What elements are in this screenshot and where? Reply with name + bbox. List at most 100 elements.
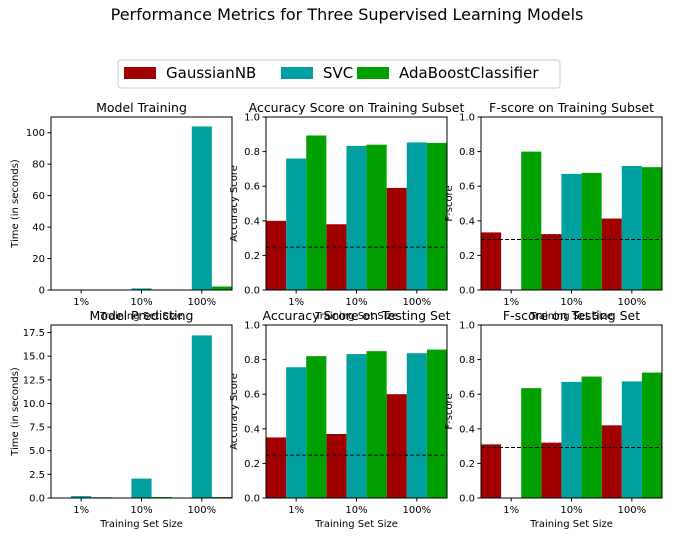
legend-swatch-adaboostclassifier (357, 67, 389, 79)
panel-f-score-on-training-subset: F-score on Training Subset 0.0 0.2 0.4 0.6 0.… (444, 100, 663, 322)
y-tick-label: 0.2 (459, 251, 475, 262)
x-tick-label: 10% (345, 505, 367, 516)
x-axis-label: Training Set Size (529, 519, 613, 530)
y-tick-label: 17.5 (23, 328, 45, 339)
panel-title: Model Training (96, 100, 187, 115)
y-tick-label: 80 (32, 160, 45, 171)
y-tick-label: 1.0 (459, 113, 475, 124)
bar-svc-100 (406, 353, 427, 498)
bar-adaboostclassifier-10 (366, 351, 387, 498)
y-axis-label: Accuracy Score (229, 373, 240, 450)
bar-adaboostclassifier-100 (426, 142, 447, 290)
y-tick-label: 7.5 (29, 423, 45, 434)
x-axis-label: Training Set Size (99, 311, 183, 322)
y-tick-label: 0.8 (459, 147, 475, 158)
bar-adaboostclassifier-1 (306, 356, 327, 498)
x-tick-label: 100% (188, 505, 217, 516)
y-tick-label: 0 (39, 286, 45, 297)
bar-svc-10 (346, 354, 367, 498)
bar-svc-10 (561, 381, 582, 498)
y-axis-label: Time (in seconds) (10, 367, 21, 457)
x-tick-label: 10% (345, 297, 367, 308)
y-tick-label: 5.0 (29, 446, 45, 457)
y-tick-label: 2.5 (29, 470, 45, 481)
x-tick-label: 1% (288, 505, 304, 516)
x-tick-label: 1% (503, 297, 519, 308)
y-tick-label: 0.0 (29, 494, 45, 505)
x-tick-label: 10% (130, 505, 152, 516)
x-tick-label: 1% (73, 505, 89, 516)
bar-gaussiannb-1 (481, 232, 502, 290)
y-tick-label: 20 (32, 254, 45, 265)
x-tick-label: 100% (403, 297, 432, 308)
bar-adaboostclassifier-10 (581, 172, 602, 290)
y-axis-label: F-score (444, 393, 455, 429)
bar-adaboostclassifier-100 (641, 372, 662, 498)
x-axis-label: Training Set Size (529, 311, 613, 322)
legend-frame (117, 59, 561, 89)
bar-gaussiannb-10 (326, 433, 347, 498)
y-tick-label: 0.2 (244, 459, 260, 470)
bar-gaussiannb-10 (541, 234, 562, 290)
bar-svc-10 (131, 478, 152, 498)
y-tick-label: 0.2 (459, 459, 475, 470)
panel-title: Accuracy Score on Training Subset (249, 100, 465, 115)
panel-title: F-score on Testing Set (503, 308, 640, 323)
x-tick-label: 100% (403, 505, 432, 516)
y-tick-label: 12.5 (23, 375, 45, 386)
legend-item-svc: SVC (281, 64, 353, 82)
legend-label-gaussiannb: GaussianNB (166, 64, 256, 82)
y-tick-label: 0.8 (244, 147, 260, 158)
bar-svc-1 (71, 496, 92, 498)
legend-item-gaussiannb: GaussianNB (124, 64, 256, 82)
legend-item-adaboostclassifier: AdaBoostClassifier (357, 64, 539, 82)
panel-f-score-on-testing-set: F-score on Testing Set 0.0 0.2 0.4 0.6 0.8 1.0… (444, 308, 663, 530)
panel-title: Model Predicting (90, 308, 194, 323)
panel-accuracy-score-on-testing-set: Accuracy Score on Testing Set 0.0 0.2 0.4 0.… (229, 308, 451, 530)
x-axis-label: Training Set Size (314, 311, 398, 322)
bar-gaussiannb-10 (541, 442, 562, 498)
x-axis-label: Training Set Size (99, 519, 183, 530)
y-tick-label: 1.0 (244, 113, 260, 124)
y-tick-label: 0.6 (244, 182, 260, 193)
bar-adaboostclassifier-10 (581, 376, 602, 498)
y-tick-label: 0.6 (459, 390, 475, 401)
y-tick-label: 0.4 (244, 216, 260, 227)
bar-adaboostclassifier-10 (366, 144, 387, 290)
bar-svc-1 (286, 367, 307, 498)
x-tick-label: 100% (618, 505, 647, 516)
bar-svc-100 (406, 142, 427, 290)
y-tick-label: 10.0 (23, 399, 45, 410)
bar-svc-10 (131, 288, 152, 290)
y-tick-label: 0.6 (244, 390, 260, 401)
x-tick-label: 1% (73, 297, 89, 308)
bar-svc-100 (621, 165, 642, 290)
bar-svc-10 (346, 145, 367, 290)
y-tick-label: 0.6 (459, 182, 475, 193)
bar-svc-100 (191, 126, 212, 290)
figure-title: Performance Metrics for Three Supervised… (111, 5, 584, 24)
y-tick-label: 1.0 (459, 321, 475, 332)
bar-svc-100 (621, 381, 642, 498)
legend-swatch-svc (281, 67, 313, 79)
y-tick-label: 0.8 (459, 355, 475, 366)
y-tick-label: 1.0 (244, 321, 260, 332)
y-tick-label: 0.4 (459, 424, 475, 435)
y-axis-label: Accuracy Score (229, 165, 240, 242)
bar-svc-1 (286, 158, 307, 290)
y-tick-label: 0.0 (459, 286, 475, 297)
x-tick-label: 10% (560, 297, 582, 308)
y-tick-label: 0.4 (244, 424, 260, 435)
bar-gaussiannb-100 (601, 218, 622, 290)
bar-gaussiannb-1 (266, 437, 287, 498)
x-tick-label: 10% (560, 505, 582, 516)
y-tick-label: 0.0 (244, 494, 260, 505)
bar-gaussiannb-100 (601, 425, 622, 498)
bar-gaussiannb-100 (386, 394, 407, 498)
x-tick-label: 10% (130, 297, 152, 308)
bar-gaussiannb-10 (326, 224, 347, 290)
x-tick-label: 1% (503, 505, 519, 516)
bar-gaussiannb-100 (386, 187, 407, 290)
y-tick-label: 0.0 (459, 494, 475, 505)
